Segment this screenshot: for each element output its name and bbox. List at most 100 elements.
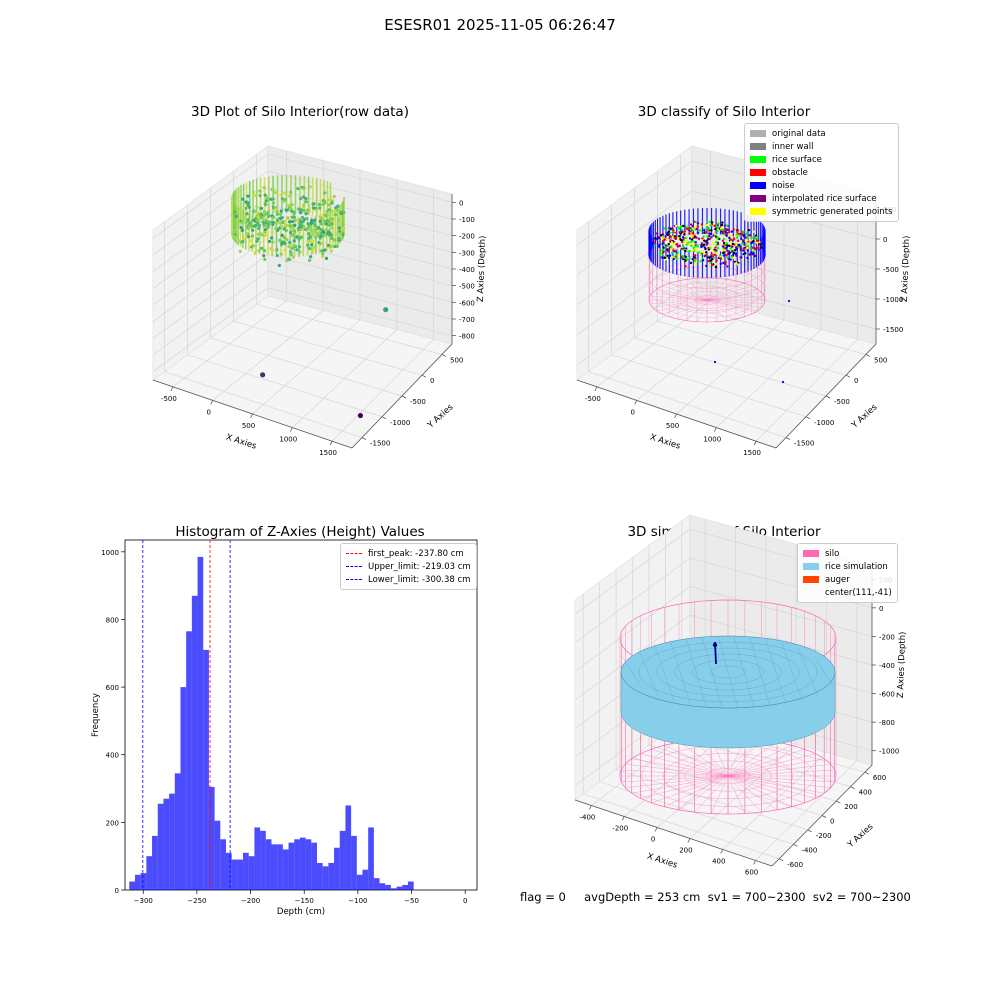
classify-surface-point [664, 235, 667, 238]
raw-data-point [317, 202, 321, 207]
histogram-bar [390, 888, 397, 890]
histogram-bar [379, 883, 386, 890]
histogram-bar [294, 839, 300, 890]
histogram-title: Histogram of Z-Axies (Height) Values [175, 524, 425, 540]
raw-data-point [319, 234, 323, 238]
classify-surface-point [690, 244, 693, 248]
raw-data-point [252, 224, 257, 228]
sim-x-tick-label: 200 [679, 847, 692, 855]
raw-data-point [322, 230, 326, 234]
histogram-bar [231, 859, 238, 890]
classify-surface-point [688, 256, 691, 260]
raw-data-point [285, 258, 289, 263]
classify-surface-point [722, 230, 725, 233]
classify-surface-point [707, 246, 710, 250]
raw-data-point [307, 209, 311, 213]
classify-grid-z [576, 220, 877, 306]
sim-legend-swatch [803, 576, 819, 583]
raw-data-point [335, 244, 339, 248]
raw-data-point [255, 205, 259, 209]
sim-silo-floor-spoke [664, 745, 729, 777]
raw-x-tick [170, 386, 174, 391]
classify-surface-point [734, 252, 738, 255]
sim-rice-mesh-ring [674, 653, 782, 691]
classify-silo-floor-spoke [677, 280, 708, 301]
classify-surface-point [702, 235, 705, 238]
raw-data-point [283, 197, 288, 202]
classify-silo-floor-ring [695, 295, 719, 305]
classify-legend-entry: noise [750, 179, 893, 192]
classify-surface-point [746, 236, 750, 240]
classify-surface-point [744, 236, 748, 239]
classify-surface-point [713, 224, 716, 228]
classify-silo-floor-spoke [669, 299, 708, 318]
classify-legend-swatch [750, 195, 766, 202]
raw-data-point [307, 258, 312, 262]
classify-y-tick [805, 416, 811, 420]
raw-data-point [313, 235, 318, 240]
raw-data-point [287, 244, 291, 249]
classify-surface-point [743, 241, 746, 244]
classify-surface-point [728, 236, 731, 240]
classify-surface-point [726, 224, 729, 227]
histogram-bar [203, 649, 209, 890]
raw-data-point [313, 218, 317, 222]
raw-data-point [318, 206, 322, 210]
raw-data-point [337, 226, 341, 230]
histogram-bar [157, 803, 164, 890]
raw-data-point [314, 208, 318, 212]
raw-data-point [271, 240, 275, 244]
classify-silo-floor-spoke [656, 299, 708, 312]
histogram-bar [288, 842, 295, 890]
raw-grid-y [187, 204, 383, 418]
classify-silo-floor-spoke [706, 299, 758, 312]
raw-data-point [286, 216, 290, 220]
classify-surface-point [739, 232, 742, 235]
raw-data-point [316, 231, 320, 235]
raw-data-point [239, 225, 243, 230]
sim-rice-mesh-ring [638, 641, 818, 703]
raw-data-point [273, 205, 277, 210]
raw-data-point [319, 231, 323, 235]
raw-data-point [257, 226, 261, 230]
histogram-x-axis-label: Depth (cm) [277, 907, 325, 917]
classify-surface-point [700, 223, 704, 226]
classify-surface-point [709, 261, 712, 264]
sim-silo-floor-ring [706, 768, 750, 784]
classify-surface-point [744, 252, 747, 255]
classify-surface-point [708, 256, 711, 259]
histogram-legend-entry: Upper_limit: -219.03 cm [346, 560, 471, 573]
sim-silo-floor-spoke [727, 769, 835, 777]
classify-surface-point [712, 241, 715, 245]
classify-surface-point [701, 237, 704, 240]
classify-plot-title: 3D classify of Silo Interior [637, 104, 811, 120]
histogram-bar [225, 852, 232, 890]
classify-surface-point [703, 239, 706, 242]
raw-data-point [306, 239, 310, 244]
classify-x-tick [753, 441, 757, 446]
raw-grid-x [292, 179, 398, 428]
histogram-legend-swatch [346, 579, 362, 580]
raw-data-point [324, 222, 328, 226]
classify-surface-point [671, 235, 674, 239]
classify-silo-floor-ring [683, 291, 731, 309]
raw-data-point [279, 224, 284, 229]
sim-y-tick [793, 844, 798, 847]
sim-x-tick [753, 860, 756, 865]
classify-silo-floor-spoke [669, 282, 708, 301]
sim-silo-floor-spoke [727, 753, 816, 777]
raw-data-point [271, 216, 275, 220]
raw-data-point [332, 194, 336, 199]
histogram-bar [345, 805, 352, 890]
sim-legend-label: silo [825, 548, 840, 559]
raw-data-point [256, 213, 260, 217]
classify-z-tick-label: -1000 [883, 296, 903, 304]
sim-silo-floor-ring [662, 753, 794, 799]
raw-data-point [297, 245, 302, 249]
raw-data-point [289, 251, 293, 255]
raw-y-tick [421, 374, 427, 378]
raw-data-point [327, 203, 331, 207]
raw-data-point [247, 205, 251, 209]
raw-data-point [260, 216, 264, 220]
raw-data-point [294, 244, 298, 249]
